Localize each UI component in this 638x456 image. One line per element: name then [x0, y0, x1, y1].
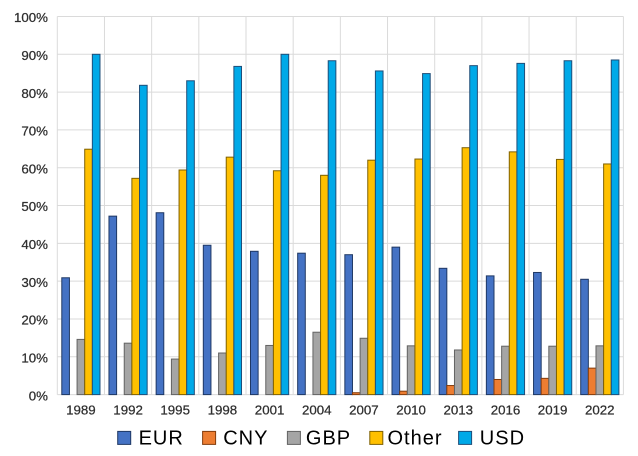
- svg-text:2022: 2022: [585, 402, 615, 417]
- svg-text:30%: 30%: [21, 275, 48, 290]
- svg-text:1989: 1989: [66, 402, 96, 417]
- svg-text:60%: 60%: [21, 161, 48, 176]
- svg-text:2010: 2010: [396, 402, 426, 417]
- svg-text:20%: 20%: [21, 313, 48, 328]
- svg-text:2016: 2016: [491, 402, 521, 417]
- svg-text:USD: USD: [480, 427, 525, 449]
- svg-text:GBP: GBP: [306, 427, 351, 449]
- svg-text:90%: 90%: [21, 48, 48, 63]
- svg-text:80%: 80%: [21, 86, 48, 101]
- svg-text:2001: 2001: [255, 402, 285, 417]
- svg-text:2004: 2004: [302, 402, 332, 417]
- svg-text:2007: 2007: [349, 402, 379, 417]
- svg-text:2019: 2019: [538, 402, 568, 417]
- svg-text:10%: 10%: [21, 351, 48, 366]
- svg-text:40%: 40%: [21, 237, 48, 252]
- svg-text:1992: 1992: [113, 402, 143, 417]
- svg-text:100%: 100%: [14, 10, 48, 25]
- svg-text:2013: 2013: [444, 402, 474, 417]
- svg-text:Other: Other: [388, 427, 443, 449]
- svg-text:1995: 1995: [160, 402, 190, 417]
- svg-text:EUR: EUR: [139, 427, 184, 449]
- svg-text:70%: 70%: [21, 124, 48, 139]
- svg-text:0%: 0%: [29, 388, 48, 403]
- svg-text:CNY: CNY: [223, 427, 268, 449]
- svg-text:50%: 50%: [21, 199, 48, 214]
- svg-text:1998: 1998: [208, 402, 238, 417]
